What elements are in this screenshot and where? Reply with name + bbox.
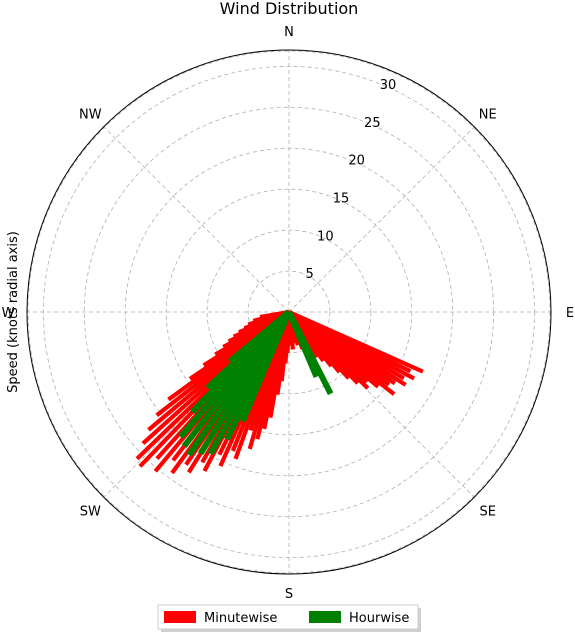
direction-label-w: W bbox=[2, 306, 15, 321]
hourwise-bar-11 bbox=[228, 309, 291, 364]
hourwise-bar-1 bbox=[286, 310, 320, 378]
hourwise-bars bbox=[178, 309, 334, 457]
angular-gridline-ne bbox=[288, 126, 475, 313]
polar-frame bbox=[26, 49, 552, 575]
chart-title: Wind Distribution bbox=[220, 0, 359, 18]
radial-tick-5: 5 bbox=[306, 267, 314, 282]
legend-swatch-minutewise bbox=[164, 611, 196, 623]
direction-label-e: E bbox=[566, 306, 574, 321]
direction-label-se: SE bbox=[479, 505, 495, 520]
polar-grid bbox=[27, 50, 551, 574]
radial-tick-25: 25 bbox=[364, 116, 381, 131]
legend-label-hourwise: Hourwise bbox=[349, 611, 409, 626]
direction-labels: N NE E SE S SW W NW bbox=[2, 25, 575, 602]
angular-gridline-nw bbox=[103, 126, 290, 313]
direction-label-s: S bbox=[285, 587, 293, 602]
direction-label-n: N bbox=[284, 25, 294, 40]
direction-label-sw: SW bbox=[80, 505, 101, 520]
y-axis-label: Speed (knots radial axis) bbox=[6, 231, 21, 393]
radial-tick-labels: 5 10 15 20 25 30 bbox=[306, 78, 397, 282]
radial-tick-10: 10 bbox=[317, 229, 334, 244]
legend-label-minutewise: Minutewise bbox=[204, 611, 277, 626]
radial-tick-20: 20 bbox=[348, 154, 365, 169]
direction-label-ne: NE bbox=[479, 107, 497, 122]
radial-gridline-1 bbox=[206, 229, 372, 395]
legend: Minutewise Hourwise bbox=[157, 604, 421, 632]
legend-box bbox=[157, 604, 419, 630]
radial-tick-15: 15 bbox=[333, 192, 350, 207]
legend-swatch-hourwise bbox=[309, 611, 341, 623]
direction-label-nw: NW bbox=[79, 107, 102, 122]
radial-tick-30: 30 bbox=[380, 78, 397, 93]
